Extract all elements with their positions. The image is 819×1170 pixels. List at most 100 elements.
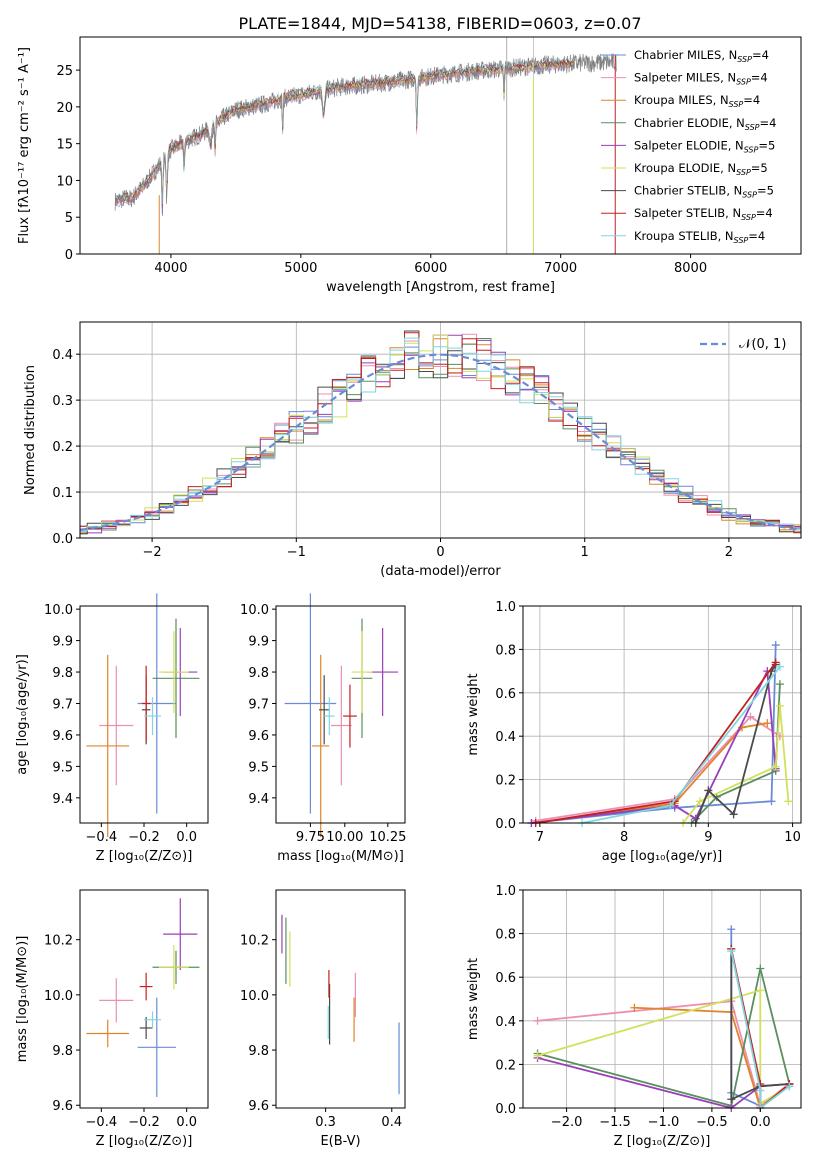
weight-marker	[695, 797, 704, 806]
y-axis-label: Flux [fλ10⁻¹⁷ erg cm⁻² s⁻¹ A⁻¹]	[17, 47, 32, 244]
x-tick-label: 7000	[544, 261, 577, 276]
y-tick-label: 9.6	[248, 1099, 269, 1114]
legend-label: Chabrier MILES, NSSP=4	[634, 48, 769, 64]
y-tick-label: 9.6	[248, 729, 269, 744]
y-tick-label: 10	[56, 174, 73, 189]
y-tick-label: 0.2	[495, 1058, 516, 1073]
normal-reference-line	[79, 353, 802, 531]
y-tick-label: 0.6	[495, 971, 516, 986]
x-tick-label: 0.3	[315, 1115, 336, 1130]
y-axis-label: mass weight	[466, 958, 481, 1040]
plot-area	[79, 330, 802, 535]
weight-marker	[785, 1082, 794, 1091]
legend-label: Kroupa STELIB, NSSP=4	[634, 229, 765, 245]
x-tick-label: 9	[704, 830, 712, 845]
weight-line-4	[537, 968, 791, 1107]
y-tick-label: 0.8	[495, 928, 516, 943]
panel-residuals: 𝒩(0, 1) −2 −1 0 1 2 0.0 0.1 0.2 0.3 0.4 (data-model…	[23, 321, 802, 579]
axes-frame	[79, 36, 802, 255]
legend-label: Chabrier ELODIE, NSSP=4	[634, 116, 776, 132]
weight-marker	[771, 762, 780, 771]
x-tick-label: 1	[581, 545, 589, 560]
weight-marker	[767, 797, 776, 806]
x-axis-label: Z [log₁₀(Z/Z⊙)]	[96, 1134, 193, 1149]
y-axis-label: age [log₁₀(age/yr)]	[15, 654, 30, 775]
x-axis-label: E(B-V)	[320, 1134, 360, 1149]
data-point	[319, 675, 330, 745]
weight-marker	[763, 719, 772, 728]
y-tick-label: 25	[56, 64, 73, 79]
x-tick-label: 0.0	[176, 1115, 197, 1130]
weight-marker	[775, 680, 784, 689]
y-tick-label: 10.0	[240, 989, 269, 1004]
x-tick-label: 10.25	[369, 830, 406, 845]
weight-line-9	[730, 950, 790, 1110]
axes-frame	[79, 605, 209, 824]
weight-marker	[727, 925, 736, 934]
plot-area	[114, 37, 617, 254]
legend-label: Kroupa ELODIE, NSSP=5	[634, 161, 768, 177]
y-tick-label: 9.7	[248, 697, 269, 712]
legend: Chabrier MILES, NSSP=4 Salpeter MILES, NS…	[601, 48, 776, 245]
weight-marker	[729, 810, 738, 819]
x-tick-label: 7	[536, 830, 544, 845]
x-tick-label: 0.4	[381, 1115, 402, 1130]
data-point	[137, 997, 176, 1097]
data-point	[158, 631, 189, 713]
y-tick-label: 0.4	[495, 730, 516, 745]
x-tick-label: 10.00	[326, 830, 363, 845]
x-axis-label: Z [log₁₀(Z/Z⊙)]	[614, 1134, 711, 1149]
plot-area	[527, 641, 793, 827]
y-tick-label: 10.2	[44, 934, 73, 949]
y-tick-label: 9.5	[248, 760, 269, 775]
panel-age-vs-Z: −0.4 −0.2 0.0 9.4 9.5 9.6 9.7 9.8 9.9 10.0 Z [log₁…	[15, 593, 209, 864]
weight-marker	[775, 701, 784, 710]
y-tick-label: 9.8	[248, 1044, 269, 1059]
axes-frame	[79, 889, 209, 1109]
y-tick-label: 0.0	[495, 817, 516, 832]
weight-line-5	[531, 667, 777, 824]
y-tick-label: 9.6	[52, 1099, 73, 1114]
y-tick-label: 9.6	[52, 729, 73, 744]
x-tick-label: 4000	[154, 261, 187, 276]
y-tick-label: 9.8	[248, 666, 269, 681]
histogram-7	[80, 330, 801, 535]
y-tick-label: 10.0	[44, 603, 73, 618]
y-tick-label: 9.4	[52, 792, 73, 807]
data-point	[99, 665, 134, 786]
x-tick-label: −0.5	[696, 1115, 728, 1130]
y-tick-label: 5	[65, 211, 73, 226]
data-point	[99, 978, 134, 1023]
x-tick-label: −2.0	[551, 1115, 583, 1130]
model-spectrum-line	[116, 63, 574, 208]
y-tick-label: 9.8	[52, 666, 73, 681]
model-spectrum-line	[116, 60, 574, 205]
panel-massweight-vs-Z: −2.0 −1.5 −1.0 −0.5 0.0 0.0 0.2 0.4 0.6 0.8 1.0 Z […	[466, 884, 802, 1149]
y-tick-label: 0.3	[52, 394, 73, 409]
x-axis-label: age [log₁₀(age/yr)]	[602, 849, 723, 864]
plot-area	[284, 593, 399, 838]
y-tick-label: 9.9	[248, 635, 269, 650]
data-point	[158, 945, 189, 990]
y-tick-label: 9.5	[52, 760, 73, 775]
plot-area	[86, 898, 200, 1097]
histogram-8	[80, 332, 801, 534]
y-tick-label: 0.0	[495, 1102, 516, 1117]
y-tick-label: 1.0	[495, 600, 516, 615]
x-tick-label: −1.0	[648, 1115, 680, 1130]
y-tick-label: 9.7	[52, 697, 73, 712]
data-point	[139, 1016, 153, 1040]
data-point	[163, 898, 198, 971]
weight-marker	[704, 786, 713, 795]
y-axis-label: Normed distribution	[23, 365, 38, 495]
data-point	[86, 1019, 130, 1048]
y-tick-label: 0.2	[495, 774, 516, 789]
y-tick-label: 10.0	[240, 603, 269, 618]
weight-marker	[756, 1086, 765, 1095]
x-tick-label: −1.5	[599, 1115, 631, 1130]
axes-frame	[522, 605, 802, 824]
weight-marker	[533, 1051, 542, 1060]
model-spectrum-line	[116, 57, 574, 204]
weight-marker	[756, 986, 765, 995]
